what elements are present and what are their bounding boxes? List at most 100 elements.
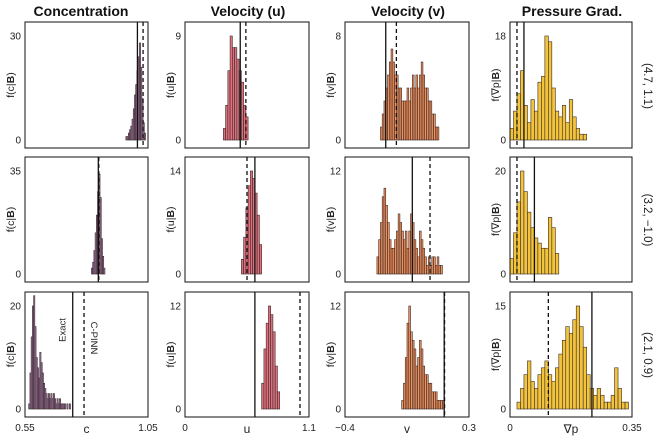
y-axis-label-part: ) <box>5 72 17 76</box>
y-axis-label-part: B <box>325 345 337 353</box>
y-tick-label: 0 <box>500 136 506 147</box>
y-axis-label-part: ) <box>5 207 17 211</box>
histogram-bar <box>555 110 560 141</box>
x-axis-label: v <box>404 422 410 436</box>
y-tick-label: 0 <box>15 136 21 147</box>
histogram-bar <box>256 214 260 275</box>
histogram-bar <box>516 401 521 410</box>
histogram-bar <box>227 70 231 141</box>
histogram-bar <box>548 217 553 275</box>
row-label-3: (2.1, 0.9) <box>641 332 653 378</box>
y-tick-label: 12 <box>170 302 182 313</box>
histogram-bar <box>272 331 276 410</box>
y-axis-label-part: f(∇p| <box>490 214 502 236</box>
y-axis-label: f(∇p|B) <box>490 338 502 371</box>
y-axis-label: f(∇p|B) <box>490 203 502 236</box>
histogram-bar <box>537 81 542 141</box>
y-axis-label-part: f(v| <box>325 83 337 97</box>
y-axis-label-part: B <box>325 210 337 218</box>
histogram-bar <box>534 388 539 410</box>
y-axis-label-part: f(u| <box>165 218 177 233</box>
histogram-bar <box>568 99 574 141</box>
histogram-bar <box>558 353 563 410</box>
histogram-bar <box>243 236 247 275</box>
histogram-bar <box>268 305 271 410</box>
y-axis-label-part: f(c| <box>5 83 17 97</box>
histogram-bar <box>144 132 146 141</box>
histogram-bar <box>541 367 546 410</box>
y-axis-label-part: f(u| <box>165 353 177 368</box>
histogram-bar <box>68 403 71 410</box>
histogram-bar <box>544 35 549 141</box>
y-tick-label: 18 <box>495 32 507 43</box>
panel-r2-pressure-grad: 0 20 f(∇p|B) <box>490 156 633 283</box>
histogram-bar <box>551 381 556 410</box>
y-axis-label-part: f(∇p| <box>490 80 502 102</box>
y-axis-label-part: f(c| <box>5 218 17 232</box>
y-axis-label-part: ) <box>490 68 502 72</box>
histogram-bar <box>520 170 525 275</box>
histogram-bar <box>274 365 278 410</box>
histogram-bar <box>551 87 556 141</box>
histogram-bar <box>523 374 528 410</box>
histogram-bar <box>541 76 546 141</box>
y-axis-label-part: B <box>165 210 177 218</box>
histogram-bar <box>575 128 581 141</box>
histogram-bar <box>555 367 560 410</box>
histogram-bar <box>530 99 535 141</box>
panel-frame <box>184 291 310 418</box>
histogram-bar <box>103 267 106 275</box>
y-tick-label: 12 <box>330 167 342 178</box>
histogram-bar <box>579 133 584 141</box>
y-axis-label-part: B <box>490 72 502 80</box>
x-tick-label-max: 1.05 <box>138 423 158 434</box>
y-tick-label: 35 <box>10 167 22 178</box>
histogram-bar <box>541 247 546 275</box>
y-axis-label: f(c|B) <box>5 342 17 368</box>
histogram-bar <box>555 253 560 275</box>
y-axis-label: f(u|B) <box>165 206 177 232</box>
y-axis-label-part: ) <box>490 338 502 342</box>
histogram-bar <box>610 394 615 410</box>
y-axis-label-part: B <box>490 206 502 214</box>
histogram-bar <box>509 128 514 141</box>
row-labels: (4.7, 1.1) (3.2, −1.0) (2.1, 0.9) <box>641 63 653 378</box>
histogram-bar <box>548 41 553 141</box>
y-tick-label: 0 <box>335 405 341 416</box>
y-axis-label: f(∇p|B) <box>490 68 502 101</box>
y-axis-label: f(c|B) <box>5 72 17 98</box>
panel-r1-concentration: 0 30 f(c|B) <box>5 21 149 149</box>
histogram-bar <box>558 116 563 141</box>
x-tick-label-max: 0.35 <box>622 423 642 434</box>
y-tick-label: 0 <box>175 136 181 147</box>
histogram-bar <box>523 191 528 275</box>
histogram-bar <box>579 326 584 410</box>
y-tick-label: 14 <box>170 167 182 178</box>
histogram-bar <box>593 394 598 410</box>
panel-r3-concentration: 0 20 f(c|B) 0.55 1.05 c Exact C-PINN <box>5 291 158 436</box>
panel-r2-velocity-u: 0 14 f(u|B) <box>165 156 310 283</box>
x-tick-label-min: 0.55 <box>15 423 35 434</box>
y-axis-label-part: ) <box>325 342 337 346</box>
panel-frame <box>509 291 633 418</box>
y-tick-label: 0 <box>500 405 506 416</box>
histogram-bar <box>586 374 591 410</box>
y-tick-label: 9 <box>175 32 181 43</box>
histogram-bar <box>259 244 262 275</box>
histogram-bar <box>436 126 440 141</box>
histogram-bar <box>572 116 577 141</box>
y-axis-label-part: ) <box>165 72 177 76</box>
histogram-bar <box>565 326 570 410</box>
cpinn-annotation: C-PINN <box>88 322 99 355</box>
x-tick-label-min: −0.4 <box>335 423 355 434</box>
column-title-concentration: Concentration <box>34 3 129 19</box>
histogram-bar <box>225 105 229 141</box>
histogram-bar <box>582 346 587 410</box>
y-tick-label: 30 <box>10 32 22 43</box>
panel-frame <box>184 21 310 149</box>
histogram-bar <box>551 227 556 275</box>
histogram-bar <box>537 374 542 410</box>
panel-r3-pressure-grad: 0 15 f(∇p|B) 0 0.35 ∇p <box>490 291 642 436</box>
row-label-2: (3.2, −1.0) <box>641 194 653 247</box>
column-titles: Concentration Velocity (u) Velocity (v) … <box>34 3 623 19</box>
